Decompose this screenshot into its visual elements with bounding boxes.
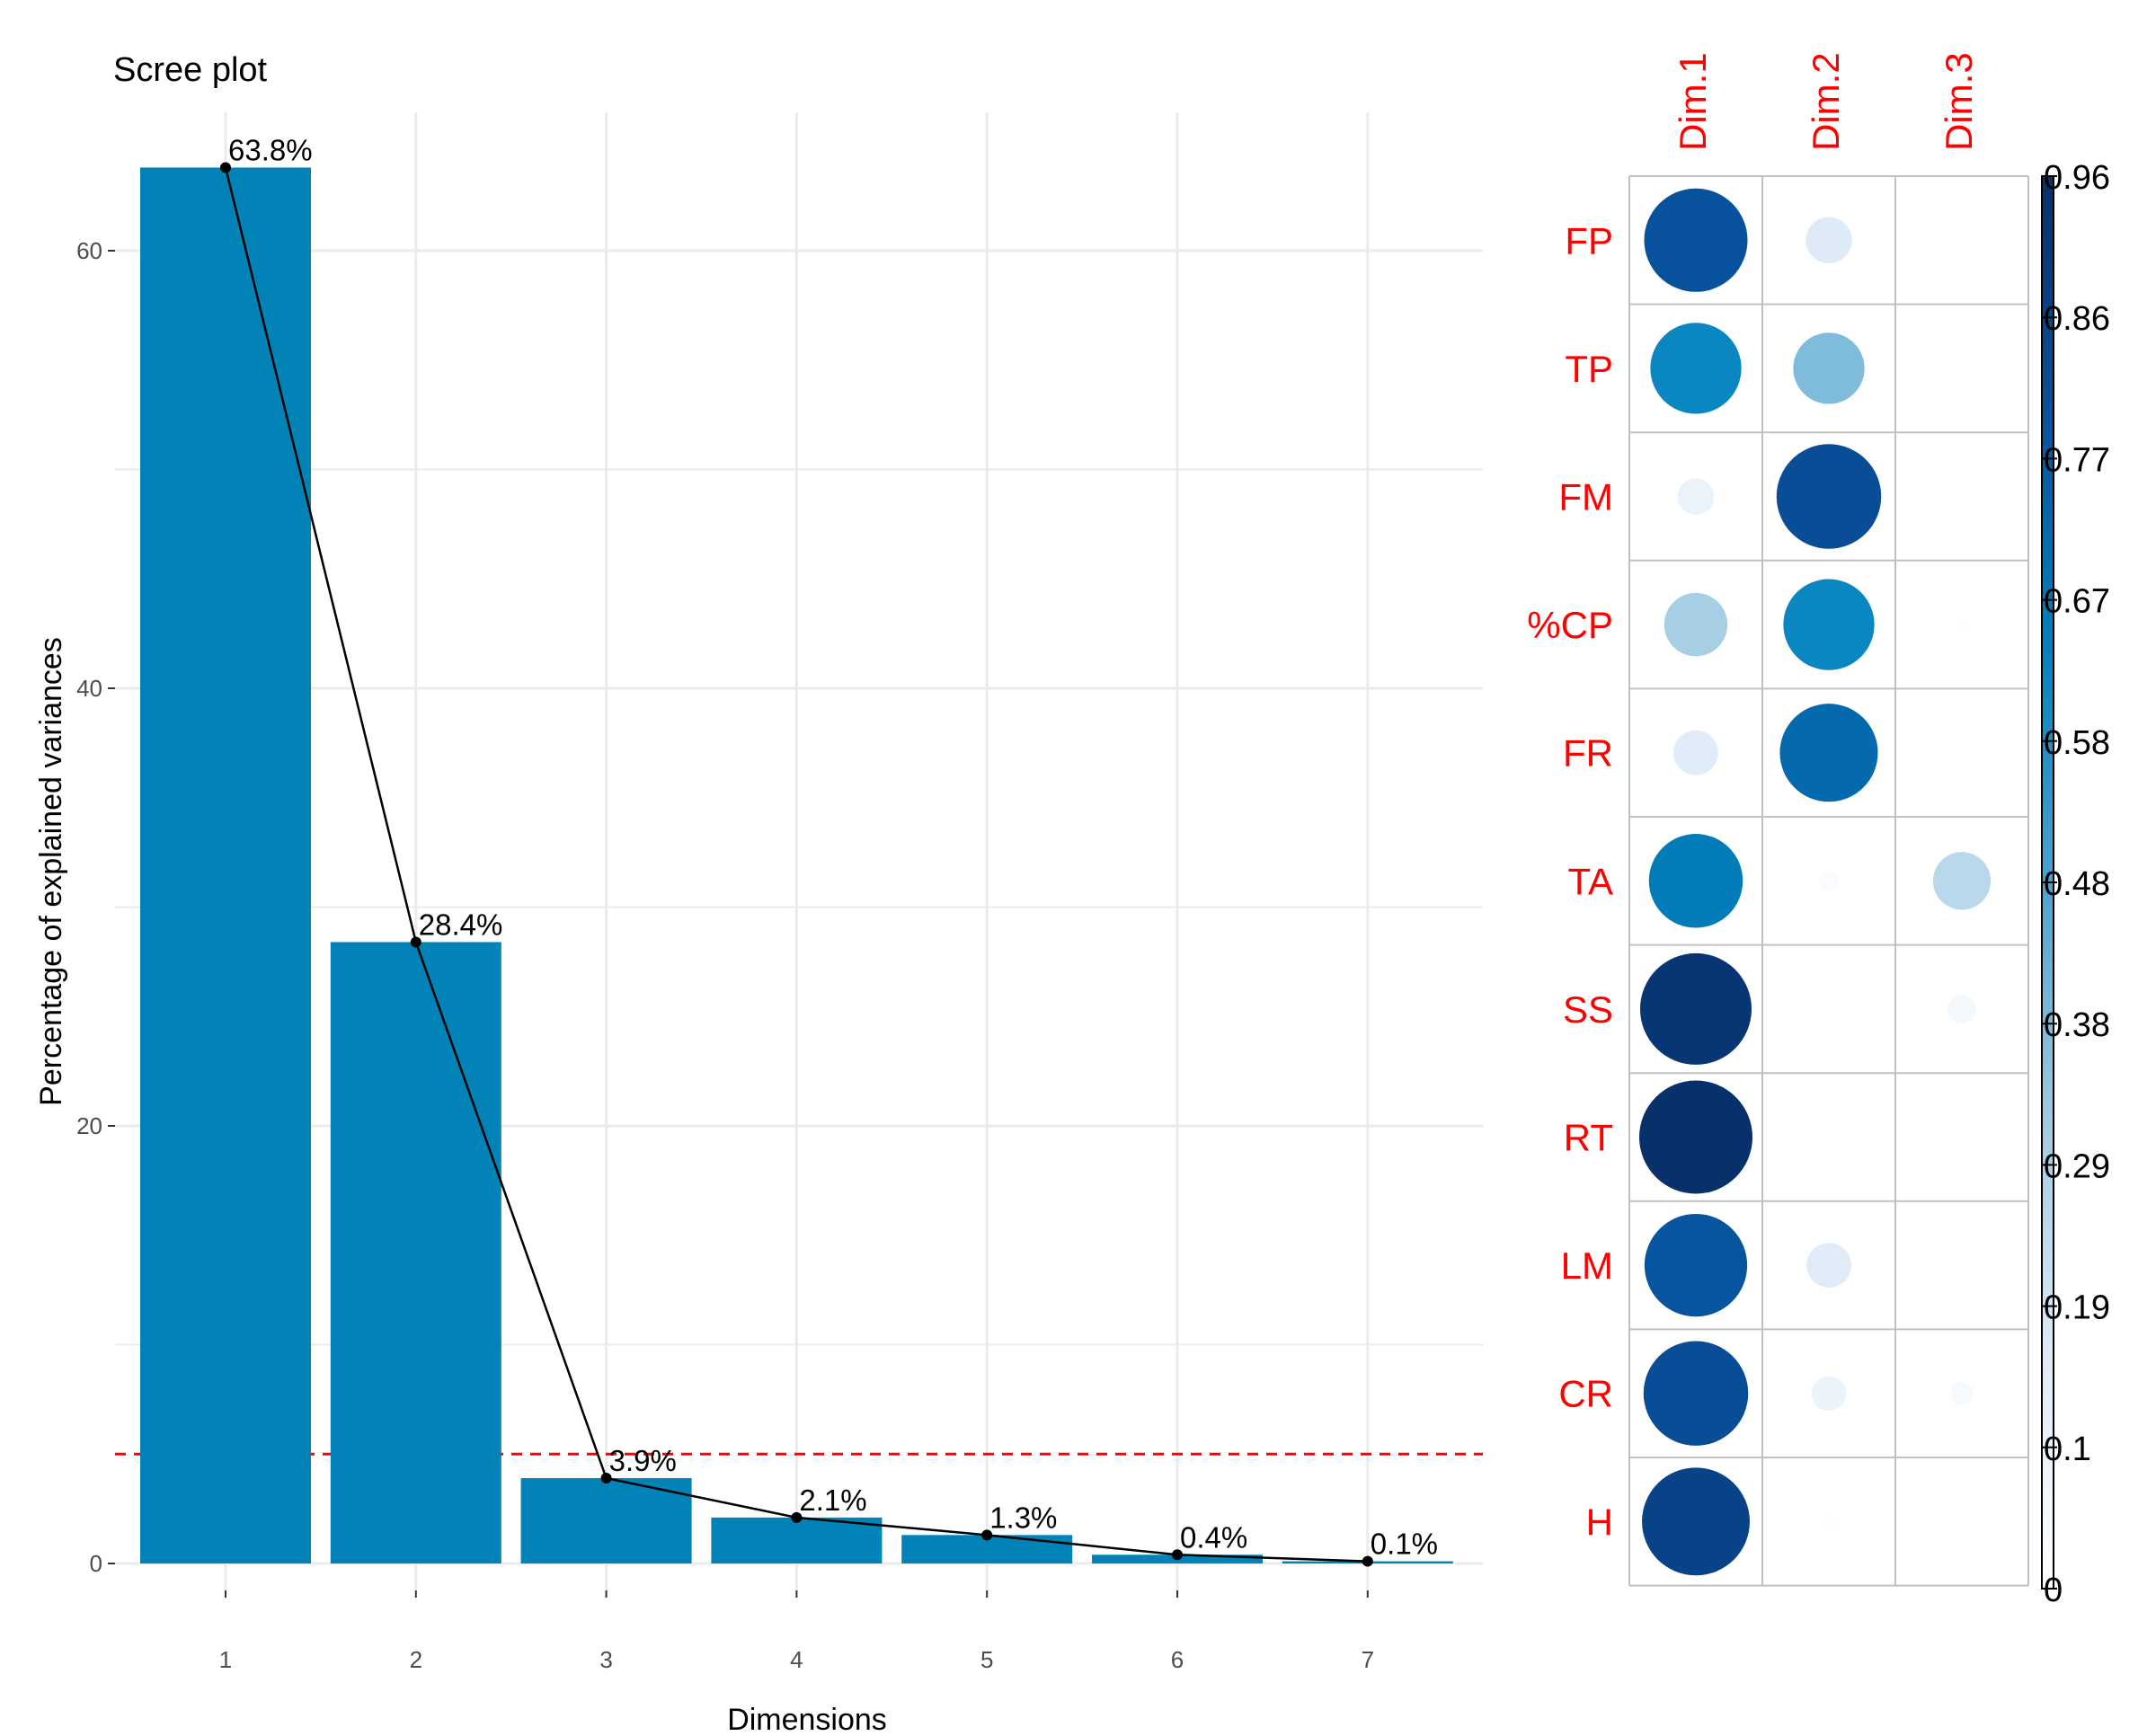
row-label: TA — [1567, 860, 1613, 902]
correlation-circle — [1950, 1381, 1974, 1405]
x-tick-label: 3 — [599, 1646, 612, 1673]
correlation-circle — [1818, 871, 1840, 891]
x-axis-label: Dimensions — [727, 1703, 887, 1736]
correlation-circle — [1956, 618, 1968, 631]
correlation-circle — [1663, 592, 1728, 657]
x-tick-label: 5 — [980, 1646, 993, 1673]
correlogram-row-labels: FP TP FM %CP FR TA SS RT LM CR H — [1527, 219, 1613, 1543]
column-label: Dim.3 — [1938, 52, 1980, 151]
row-label: FR — [1563, 732, 1613, 775]
row-label: %CP — [1527, 604, 1613, 646]
y-tick-label: 20 — [76, 1112, 102, 1139]
legend-tick-label: 0.29 — [2044, 1147, 2110, 1185]
data-label: 28.4% — [419, 908, 503, 941]
correlation-circle — [1642, 1467, 1750, 1576]
data-label: 3.9% — [609, 1444, 677, 1477]
series-point — [791, 1511, 803, 1523]
correlation-circle — [1650, 323, 1742, 414]
correlogram-circles — [1639, 188, 1992, 1576]
correlation-plot: Dim.1 Dim.2 Dim.3 FP TP FM %CP FR TA SS RT LM CR H 0… — [1527, 52, 2110, 1609]
series-point — [220, 162, 231, 173]
legend-tick-label: 0 — [2044, 1572, 2063, 1609]
series-point — [600, 1473, 612, 1484]
bar — [520, 1478, 692, 1563]
correlation-circle — [1639, 1080, 1752, 1194]
row-label: LM — [1561, 1244, 1613, 1287]
correlation-circle — [1677, 478, 1715, 515]
scree-title: Scree plot — [113, 51, 268, 89]
correlation-circle — [1793, 332, 1865, 404]
legend-tick-label: 0.96 — [2044, 159, 2110, 197]
correlation-circle — [1823, 1515, 1835, 1528]
y-tick-label: 60 — [76, 237, 102, 264]
series-point — [410, 936, 421, 948]
row-label: TP — [1565, 348, 1613, 390]
scree-axes: 0 20 40 60 1 2 3 4 5 6 7 — [76, 237, 1374, 1673]
bar — [140, 167, 311, 1564]
correlation-circle — [1947, 995, 1976, 1023]
row-label: FM — [1558, 476, 1613, 518]
legend-tick-label: 0.67 — [2044, 583, 2110, 621]
color-legend: 0 0.1 0.19 0.29 0.38 0.48 0.58 0.67 0.77 0.86 0.96 — [2041, 159, 2110, 1609]
data-label: 0.4% — [1180, 1520, 1247, 1554]
correlation-circle — [1673, 730, 1718, 775]
legend-tick-label: 0.58 — [2044, 724, 2110, 762]
bar — [330, 942, 501, 1563]
correlation-circle — [1805, 217, 1852, 264]
row-label: SS — [1563, 988, 1613, 1031]
data-label: 63.8% — [228, 133, 313, 166]
correlation-circle — [1648, 834, 1743, 928]
x-tick-label: 6 — [1171, 1646, 1184, 1673]
legend-tick-label: 0.77 — [2044, 441, 2110, 479]
legend-tick-label: 0.19 — [2044, 1289, 2110, 1327]
correlation-circle — [1643, 1341, 1749, 1446]
data-label: 2.1% — [799, 1484, 866, 1517]
y-tick-label: 40 — [76, 675, 102, 702]
row-label: FP — [1565, 219, 1613, 261]
column-label: Dim.1 — [1672, 52, 1714, 151]
correlogram-column-labels: Dim.1 Dim.2 Dim.3 — [1672, 52, 1980, 151]
bar — [711, 1517, 883, 1563]
row-label: H — [1586, 1501, 1613, 1543]
correlation-circle — [1639, 952, 1752, 1065]
scree-bars — [140, 167, 1453, 1564]
x-tick-label: 7 — [1362, 1646, 1374, 1673]
correlation-circle — [1932, 852, 1992, 910]
correlation-circle — [1783, 579, 1875, 670]
data-label: 0.1% — [1371, 1528, 1438, 1561]
scree-line-layer — [220, 162, 1373, 1567]
scree-plot: Scree plot 63.8% 28.4% 3.9% 2.1% 1.3% 0.4% 0.1… — [34, 51, 1483, 1736]
data-label: 1.3% — [989, 1501, 1057, 1534]
correlation-circle — [1644, 1213, 1748, 1317]
correlation-circle — [1644, 188, 1748, 292]
series-point — [981, 1529, 993, 1541]
series-point — [1172, 1549, 1183, 1561]
column-label: Dim.2 — [1805, 52, 1847, 151]
correlation-circle — [1806, 1243, 1851, 1288]
y-tick-label: 0 — [90, 1550, 102, 1577]
x-tick-label: 1 — [219, 1646, 232, 1673]
scree-grid — [115, 112, 1483, 1590]
legend-tick-label: 0.1 — [2044, 1430, 2091, 1468]
x-tick-label: 2 — [410, 1646, 422, 1673]
correlogram-grid — [1628, 175, 2029, 1587]
series-point — [1362, 1555, 1373, 1567]
scree-value-labels: 63.8% 28.4% 3.9% 2.1% 1.3% 0.4% 0.1% — [228, 133, 1438, 1560]
legend-tick-label: 0.48 — [2044, 865, 2110, 903]
row-label: CR — [1558, 1373, 1613, 1415]
legend-tick-label: 0.86 — [2044, 300, 2110, 338]
correlation-circle — [1811, 1376, 1847, 1411]
correlation-circle — [1776, 444, 1882, 549]
row-label: RT — [1564, 1117, 1613, 1159]
correlation-circle — [1779, 704, 1878, 802]
legend-tick-label: 0.38 — [2044, 1006, 2110, 1044]
x-tick-label: 4 — [790, 1646, 803, 1673]
y-axis-label: Percentage of explained variances — [34, 637, 68, 1106]
